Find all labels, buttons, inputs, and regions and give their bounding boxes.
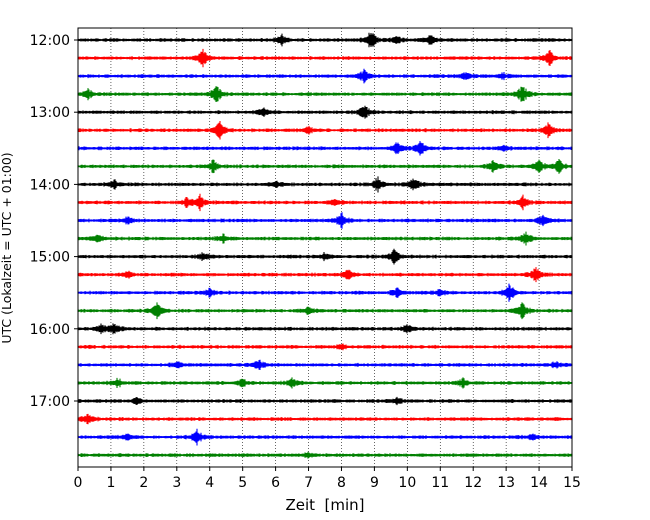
x-tick-label: 0: [74, 475, 83, 491]
y-axis-ticks: 12:00 13:00 14:00 15:00 16:00 17:00: [30, 33, 78, 410]
x-tick-label: 10: [398, 475, 416, 491]
plot-frame: [77, 27, 573, 468]
x-tick-label: 2: [139, 475, 148, 491]
x-tick-label: 3: [172, 475, 181, 491]
x-tick-label: 14: [530, 475, 548, 491]
y-tick-label: 17:00: [30, 394, 70, 410]
x-tick-label: 13: [497, 475, 515, 491]
x-tick-label: 6: [271, 475, 280, 491]
y-axis-label: UTC (Lokalzeit = UTC + 01:00): [0, 152, 14, 343]
x-tick-label: 7: [304, 475, 313, 491]
x-tick-label: 15: [563, 475, 581, 491]
y-tick-label: 13:00: [30, 105, 70, 121]
y-tick-label: 16:00: [30, 322, 70, 338]
x-axis-label: Zeit [min]: [285, 496, 364, 514]
x-tick-label: 9: [370, 475, 379, 491]
y-tick-label: 14:00: [30, 177, 70, 193]
x-tick-label: 11: [431, 475, 449, 491]
x-tick-label: 1: [106, 475, 115, 491]
y-tick-label: 15:00: [30, 250, 70, 266]
x-tick-label: 12: [464, 475, 482, 491]
plot-area: [78, 28, 572, 467]
x-tick-label: 5: [238, 475, 247, 491]
x-tick-label: 8: [337, 475, 346, 491]
x-tick-label: 4: [205, 475, 214, 491]
x-axis-ticks: 0 1 2 3 4 5 6 7 8 9 10 11 12 13 14 15: [74, 467, 581, 491]
y-tick-label: 12:00: [30, 33, 70, 49]
